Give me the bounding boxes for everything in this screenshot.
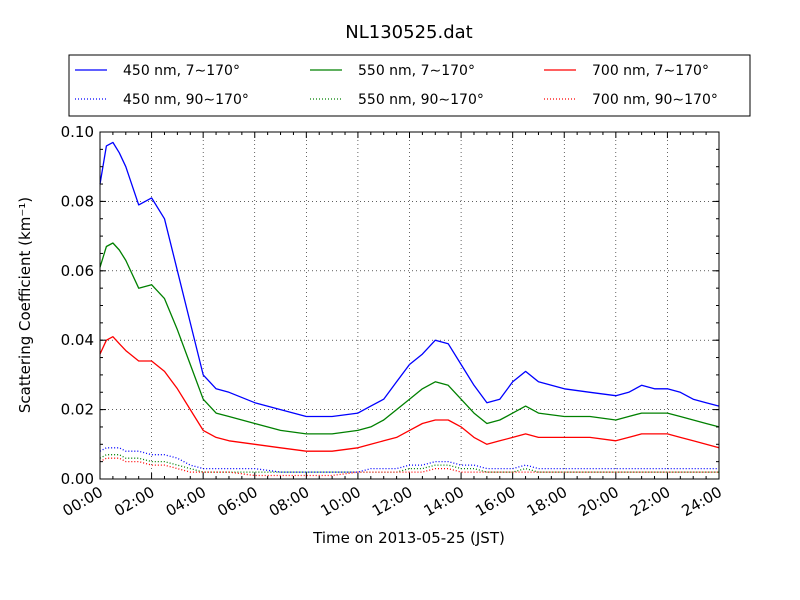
series-line-3 <box>99 454 719 473</box>
x-tick-label: 22:00 <box>627 483 673 520</box>
series-line-1 <box>99 447 719 473</box>
x-tick-label: 00:00 <box>60 483 106 520</box>
y-tick-label: 0.04 <box>61 331 94 349</box>
legend-label-3: 550 nm, 90∼170° <box>358 92 484 108</box>
legend-label-5: 700 nm, 90∼170° <box>592 92 718 108</box>
chart-title: NL130525.dat <box>345 22 472 43</box>
x-tick-label: 08:00 <box>266 483 312 520</box>
axes: 00:00 02:00 04:00 06:00 08:00 10:00 12:00 14:00… <box>60 123 725 520</box>
y-axis-label: Scattering Coefficient (km⁻¹) <box>16 197 34 413</box>
y-tick-label: 0.08 <box>61 192 94 210</box>
series-group <box>99 141 720 477</box>
y-tick-label: 0.06 <box>61 262 94 280</box>
x-tick-label: 06:00 <box>214 483 260 520</box>
x-tick-label: 14:00 <box>421 483 467 520</box>
x-tick-label: 02:00 <box>111 483 157 520</box>
y-tick-label: 0.02 <box>61 401 94 419</box>
legend-label-0: 450 nm, 7∼170° <box>123 63 240 79</box>
x-tick-label: 12:00 <box>369 483 415 520</box>
x-tick-label: 20:00 <box>575 483 621 520</box>
series-line-2 <box>99 242 720 435</box>
grid <box>100 132 719 479</box>
legend-label-4: 700 nm, 7∼170° <box>592 63 709 79</box>
y-tick-label: 0.10 <box>61 123 94 141</box>
legend-box <box>68 54 751 117</box>
x-tick-label: 16:00 <box>472 483 518 520</box>
series-line-0 <box>99 141 720 418</box>
x-axis-label: Time on 2013-05-25 (JST) <box>312 529 505 547</box>
x-tick-label: 10:00 <box>317 483 363 520</box>
legend-label-2: 550 nm, 7∼170° <box>358 63 475 79</box>
x-tick-label: 24:00 <box>679 483 725 520</box>
legend: 450 nm, 7∼170° 450 nm, 90∼170° 550 nm, 7∼1… <box>68 54 751 117</box>
legend-label-1: 450 nm, 90∼170° <box>123 92 249 108</box>
series-line-5 <box>99 457 719 477</box>
y-tick-label: 0.00 <box>61 470 94 488</box>
x-tick-label: 18:00 <box>524 483 570 520</box>
series-line-4 <box>99 336 720 452</box>
x-tick-label: 04:00 <box>163 483 209 520</box>
